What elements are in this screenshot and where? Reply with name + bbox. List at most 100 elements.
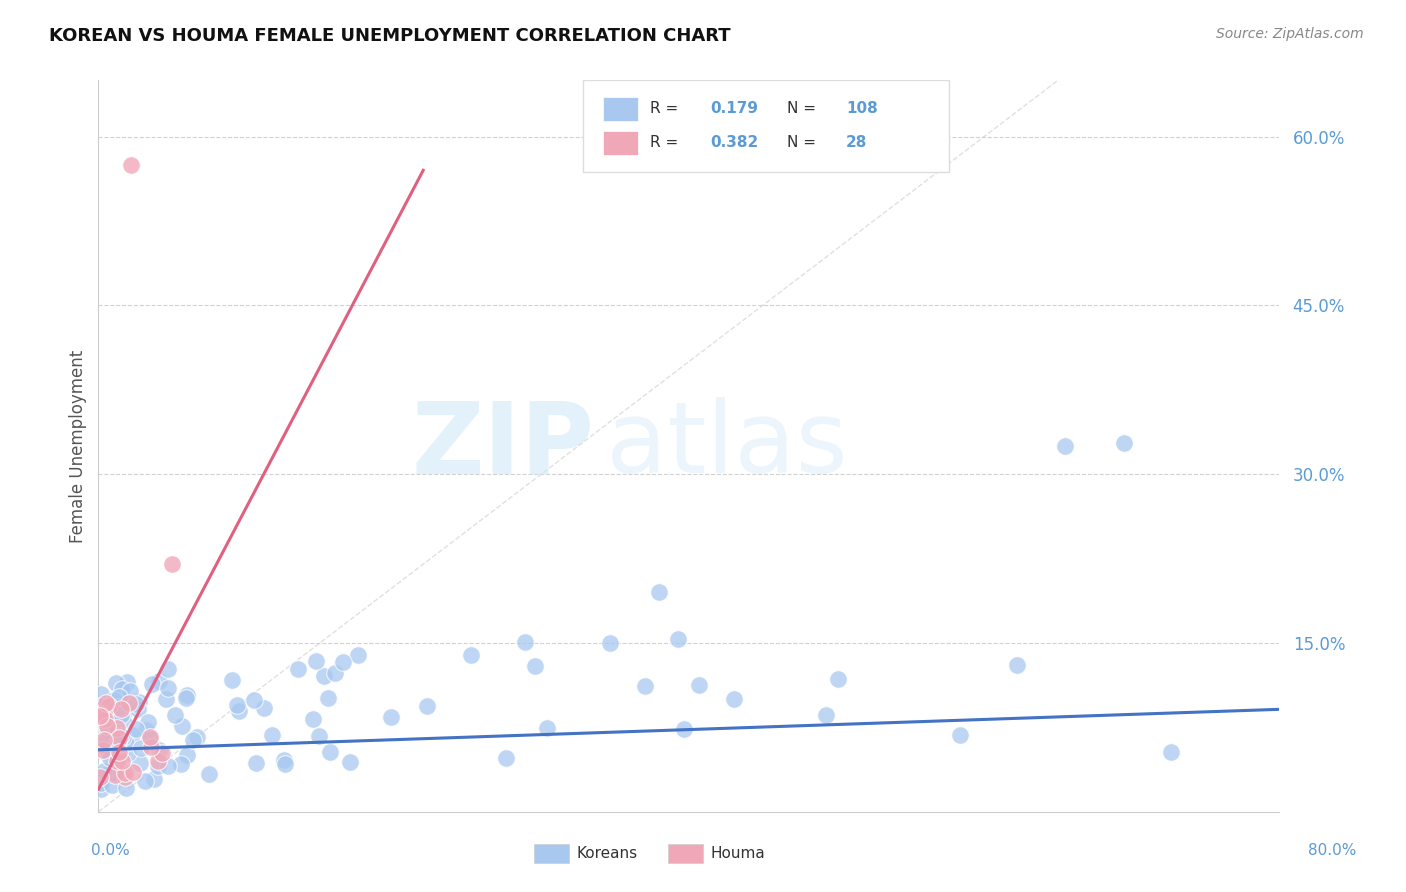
Point <box>111 754 134 768</box>
Point <box>162 557 183 571</box>
Point <box>91 743 114 757</box>
Point <box>117 746 139 760</box>
Text: 0.179: 0.179 <box>710 101 758 116</box>
Point <box>648 585 671 599</box>
Point <box>138 731 160 746</box>
Point <box>124 697 146 711</box>
Point <box>253 700 276 714</box>
Point <box>305 654 328 668</box>
Text: 0.0%: 0.0% <box>91 843 131 858</box>
Point <box>723 692 745 706</box>
Point <box>96 767 118 781</box>
Point <box>128 695 150 709</box>
Point <box>332 656 354 670</box>
FancyBboxPatch shape <box>582 80 949 171</box>
Point <box>98 698 121 713</box>
Point <box>148 673 170 688</box>
Point <box>107 700 129 714</box>
Point <box>98 747 121 762</box>
Text: 28: 28 <box>846 135 868 150</box>
Point <box>105 676 128 690</box>
Point <box>198 767 221 781</box>
Point <box>93 764 115 778</box>
Point <box>666 632 689 646</box>
Point <box>90 687 112 701</box>
Text: Koreans: Koreans <box>576 847 637 861</box>
Point <box>101 778 124 792</box>
Text: N =: N = <box>787 101 821 116</box>
Point <box>110 708 132 723</box>
Point <box>127 701 149 715</box>
Point <box>134 774 156 789</box>
Point <box>89 706 111 721</box>
Point <box>89 709 111 723</box>
Point <box>115 674 138 689</box>
Point <box>634 679 657 693</box>
Point <box>112 715 135 730</box>
Point <box>100 729 122 743</box>
Point <box>174 690 197 705</box>
Point <box>814 708 837 723</box>
Point <box>1054 439 1077 453</box>
Point <box>148 759 170 773</box>
Point <box>308 729 330 743</box>
Point <box>98 751 121 765</box>
Point <box>110 747 132 762</box>
Point <box>416 698 439 713</box>
Point <box>107 735 129 749</box>
Point <box>156 681 179 696</box>
Point <box>260 728 283 742</box>
Text: N =: N = <box>787 135 821 150</box>
Point <box>114 765 136 780</box>
Point <box>112 706 135 720</box>
Point <box>129 756 152 770</box>
Point <box>156 758 179 772</box>
Point <box>1160 745 1182 759</box>
FancyBboxPatch shape <box>603 131 638 155</box>
Point <box>347 648 370 662</box>
Point <box>228 704 250 718</box>
Point <box>107 742 129 756</box>
Point <box>104 768 127 782</box>
Point <box>156 661 179 675</box>
Point <box>103 692 125 706</box>
Point <box>90 782 112 797</box>
Point <box>827 672 849 686</box>
Point <box>323 666 346 681</box>
Point <box>96 719 118 733</box>
Point <box>93 733 115 747</box>
Point <box>688 678 710 692</box>
Point <box>495 751 517 765</box>
Point <box>90 776 112 790</box>
Point <box>139 730 162 744</box>
Point <box>339 755 361 769</box>
Point <box>110 702 132 716</box>
Point <box>316 691 339 706</box>
Point <box>143 772 166 786</box>
Point <box>108 690 131 704</box>
Point <box>104 765 127 780</box>
Point <box>104 706 127 721</box>
Point <box>120 158 142 172</box>
Point <box>186 730 208 744</box>
Point <box>176 688 198 702</box>
Point <box>96 723 118 738</box>
Point <box>460 648 482 662</box>
Point <box>513 635 536 649</box>
Point <box>170 757 193 772</box>
Point <box>172 719 194 733</box>
Point <box>136 714 159 729</box>
Point <box>274 757 297 772</box>
Point <box>125 723 148 737</box>
Point <box>150 746 173 760</box>
Text: R =: R = <box>650 101 683 116</box>
Point <box>949 728 972 742</box>
Text: 0.382: 0.382 <box>710 135 758 150</box>
Text: 108: 108 <box>846 101 877 116</box>
Point <box>287 662 309 676</box>
Point <box>118 683 141 698</box>
Point <box>523 659 546 673</box>
Point <box>114 781 136 796</box>
Point <box>114 735 136 749</box>
Point <box>118 696 141 710</box>
